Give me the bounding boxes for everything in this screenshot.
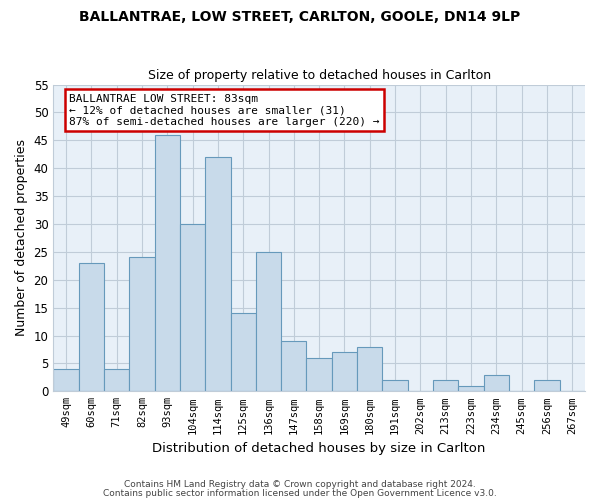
Title: Size of property relative to detached houses in Carlton: Size of property relative to detached ho… bbox=[148, 69, 491, 82]
Bar bbox=[79, 263, 104, 392]
Bar bbox=[230, 313, 256, 392]
Bar bbox=[332, 352, 357, 392]
Bar bbox=[433, 380, 458, 392]
Bar bbox=[382, 380, 408, 392]
Text: Contains HM Land Registry data © Crown copyright and database right 2024.: Contains HM Land Registry data © Crown c… bbox=[124, 480, 476, 489]
Bar bbox=[458, 386, 484, 392]
Text: Contains public sector information licensed under the Open Government Licence v3: Contains public sector information licen… bbox=[103, 488, 497, 498]
Bar bbox=[281, 341, 307, 392]
Bar bbox=[180, 224, 205, 392]
Y-axis label: Number of detached properties: Number of detached properties bbox=[15, 140, 28, 336]
Text: BALLANTRAE, LOW STREET, CARLTON, GOOLE, DN14 9LP: BALLANTRAE, LOW STREET, CARLTON, GOOLE, … bbox=[79, 10, 521, 24]
Text: BALLANTRAE LOW STREET: 83sqm
← 12% of detached houses are smaller (31)
87% of se: BALLANTRAE LOW STREET: 83sqm ← 12% of de… bbox=[69, 94, 380, 127]
Bar bbox=[104, 369, 129, 392]
Bar bbox=[155, 135, 180, 392]
Bar bbox=[205, 157, 230, 392]
Bar bbox=[484, 374, 509, 392]
Bar bbox=[256, 252, 281, 392]
Bar bbox=[129, 258, 155, 392]
Bar bbox=[307, 358, 332, 392]
X-axis label: Distribution of detached houses by size in Carlton: Distribution of detached houses by size … bbox=[152, 442, 486, 455]
Bar bbox=[535, 380, 560, 392]
Bar bbox=[53, 369, 79, 392]
Bar bbox=[357, 346, 382, 392]
